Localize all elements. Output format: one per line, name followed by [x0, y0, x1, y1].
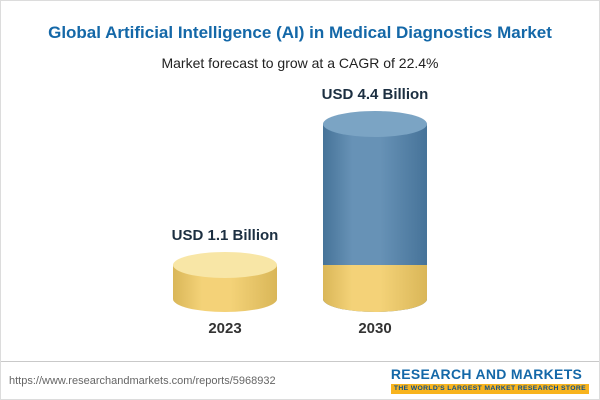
bar-chart: USD 1.1 Billion 2023 USD 4.4 Billion 203… — [1, 86, 599, 337]
bar-2030-top-cap — [323, 111, 427, 137]
bar-2023-cylinder — [173, 252, 277, 312]
source-url: https://www.researchandmarkets.com/repor… — [9, 374, 276, 387]
bar-column-2030: USD 4.4 Billion 2030 — [315, 86, 435, 337]
chart-header: Global Artificial Intelligence (AI) in M… — [1, 1, 599, 71]
bar-2030-year-label: 2030 — [358, 320, 392, 337]
bar-2023-year-label: 2023 — [208, 320, 242, 337]
chart-subtitle: Market forecast to grow at a CAGR of 22.… — [161, 55, 439, 71]
footer: https://www.researchandmarkets.com/repor… — [1, 361, 599, 399]
bar-column-2023: USD 1.1 Billion 2023 — [165, 227, 285, 337]
bar-2023-top-cap — [173, 252, 277, 278]
bar-2030-base-segment — [323, 265, 427, 312]
chart-title: Global Artificial Intelligence (AI) in M… — [48, 23, 552, 42]
bar-2023-value-label: USD 1.1 Billion — [171, 227, 279, 244]
brand-name: RESEARCH AND MARKETS — [390, 365, 583, 382]
bar-2030-cylinder — [323, 111, 427, 312]
brand-tagline: THE WORLD'S LARGEST MARKET RESEARCH STOR… — [390, 383, 589, 395]
research-and-markets-logo: RESEARCH AND MARKETS THE WORLD'S LARGEST… — [390, 365, 589, 395]
bar-2030-value-label: USD 4.4 Billion — [321, 86, 429, 103]
